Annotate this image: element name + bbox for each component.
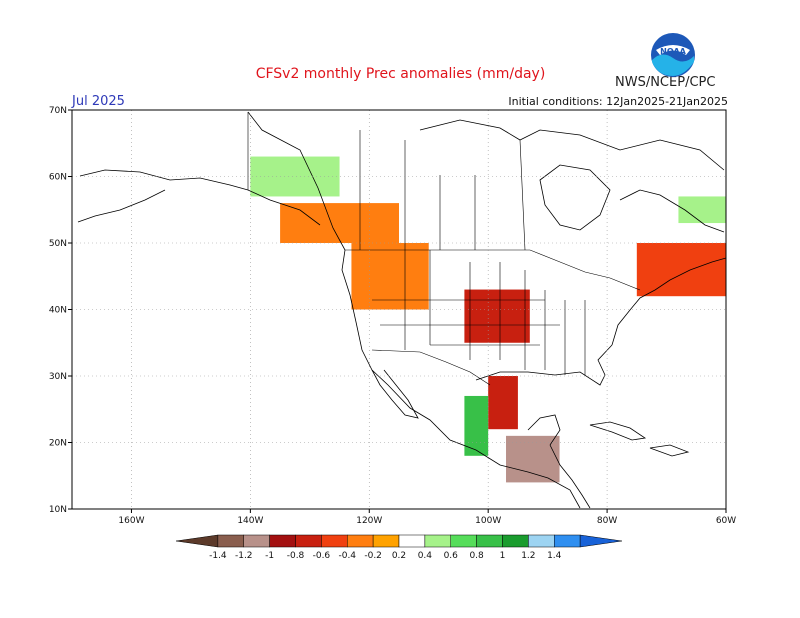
lat-tick-label: 60N bbox=[49, 173, 67, 183]
colorbar-segment bbox=[528, 534, 555, 548]
colorbar-segment bbox=[243, 534, 270, 548]
colorbar-segment bbox=[579, 534, 623, 548]
colorbar-label: 1.2 bbox=[521, 551, 535, 561]
anomaly-region bbox=[547, 342, 619, 390]
colorbar-label: 0.8 bbox=[469, 551, 484, 561]
lon-tick-label: 140W bbox=[237, 516, 263, 526]
colorbar-label: 1 bbox=[500, 551, 506, 561]
gulf-coast bbox=[475, 344, 613, 386]
colorbar-label: -1.4 bbox=[209, 551, 227, 561]
anomaly-region bbox=[464, 395, 489, 456]
colorbar-segment bbox=[372, 534, 400, 548]
colorbar-segment bbox=[175, 534, 219, 548]
coastlines bbox=[77, 111, 727, 509]
colorbar-label: -0.4 bbox=[338, 551, 356, 561]
lon-tick-label: 60W bbox=[716, 516, 736, 526]
anomaly-cells bbox=[250, 156, 726, 483]
lat-tick-label: 10N bbox=[49, 505, 67, 515]
colorbar-segment bbox=[554, 534, 581, 548]
colorbar-label: 0.6 bbox=[444, 551, 459, 561]
noaa-logo-icon: NOAA bbox=[651, 33, 695, 77]
anomaly-region bbox=[636, 243, 726, 297]
central-america bbox=[549, 444, 591, 509]
cuba bbox=[589, 421, 647, 441]
colorbar: -1.4 -1.2 -1 -0.8 -0.6 -0.4 -0.2 0.2 0.4 0.6 0.8 1 1… bbox=[175, 534, 623, 561]
aleutians bbox=[77, 189, 166, 223]
colorbar-label: -0.8 bbox=[287, 551, 305, 561]
lon-tick-label: 100W bbox=[475, 516, 501, 526]
labrador bbox=[619, 189, 725, 233]
colorbar-segment bbox=[398, 534, 426, 548]
lat-tick-label: 30N bbox=[49, 372, 67, 382]
colorbar-label: -1.2 bbox=[235, 551, 253, 561]
anomaly-region bbox=[464, 289, 530, 343]
agency-label: NWS/NCEP/CPC bbox=[615, 75, 716, 90]
state-lines bbox=[372, 250, 586, 375]
political-borders bbox=[247, 112, 641, 386]
anomaly-region bbox=[678, 196, 726, 224]
colorbar-label: -0.6 bbox=[313, 551, 331, 561]
lat-tick-label: 70N bbox=[49, 106, 67, 116]
anomaly-region bbox=[488, 376, 518, 430]
colorbar-label: -1 bbox=[265, 551, 274, 561]
yucatan bbox=[527, 414, 561, 446]
lat-tick-label: 20N bbox=[49, 439, 67, 449]
lon-tick-label: 80W bbox=[597, 516, 617, 526]
colorbar-label: 0.2 bbox=[392, 551, 406, 561]
anomaly-region bbox=[250, 156, 340, 197]
svg-text:NOAA: NOAA bbox=[660, 47, 686, 56]
colorbar-segment bbox=[476, 534, 503, 548]
lon-tick-label: 160W bbox=[118, 516, 144, 526]
map-title: CFSv2 monthly Prec anomalies (mm/day) bbox=[255, 66, 546, 82]
colorbar-segment bbox=[424, 534, 451, 548]
initial-conditions: Initial conditions: 12Jan2025-21Jan2025 bbox=[508, 95, 728, 108]
colorbar-segment bbox=[217, 534, 244, 548]
colorbar-segment bbox=[269, 534, 296, 548]
anomaly-region bbox=[351, 243, 429, 310]
colorbar-segment bbox=[321, 534, 348, 548]
us-canada-border bbox=[345, 249, 641, 291]
us-mexico-border bbox=[371, 349, 491, 386]
longitude-ticks: 160W 140W 120W 100W 80W 60W bbox=[118, 509, 736, 526]
hudson-bay bbox=[539, 164, 611, 231]
baja-peninsula bbox=[371, 369, 419, 419]
target-month: Jul 2025 bbox=[72, 94, 125, 109]
colorbar-label: 0.4 bbox=[418, 551, 433, 561]
east-coast bbox=[611, 257, 727, 346]
latitude-ticks: 70N 60N 50N 40N 30N 20N 10N bbox=[49, 106, 72, 515]
colorbar-label: 1.4 bbox=[547, 551, 562, 561]
colorbar-segment bbox=[347, 534, 374, 548]
colorbar-segment bbox=[502, 534, 529, 548]
lon-tick-label: 120W bbox=[356, 516, 382, 526]
lat-tick-label: 40N bbox=[49, 306, 67, 316]
lat-tick-label: 50N bbox=[49, 239, 67, 249]
alaska-coast bbox=[79, 169, 321, 226]
colorbar-segment bbox=[295, 534, 322, 548]
arctic-islands bbox=[419, 119, 725, 171]
hispaniola bbox=[649, 444, 690, 457]
colorbar-segment bbox=[450, 534, 477, 548]
colorbar-label: -0.2 bbox=[364, 551, 382, 561]
canada-provinces bbox=[359, 130, 526, 251]
